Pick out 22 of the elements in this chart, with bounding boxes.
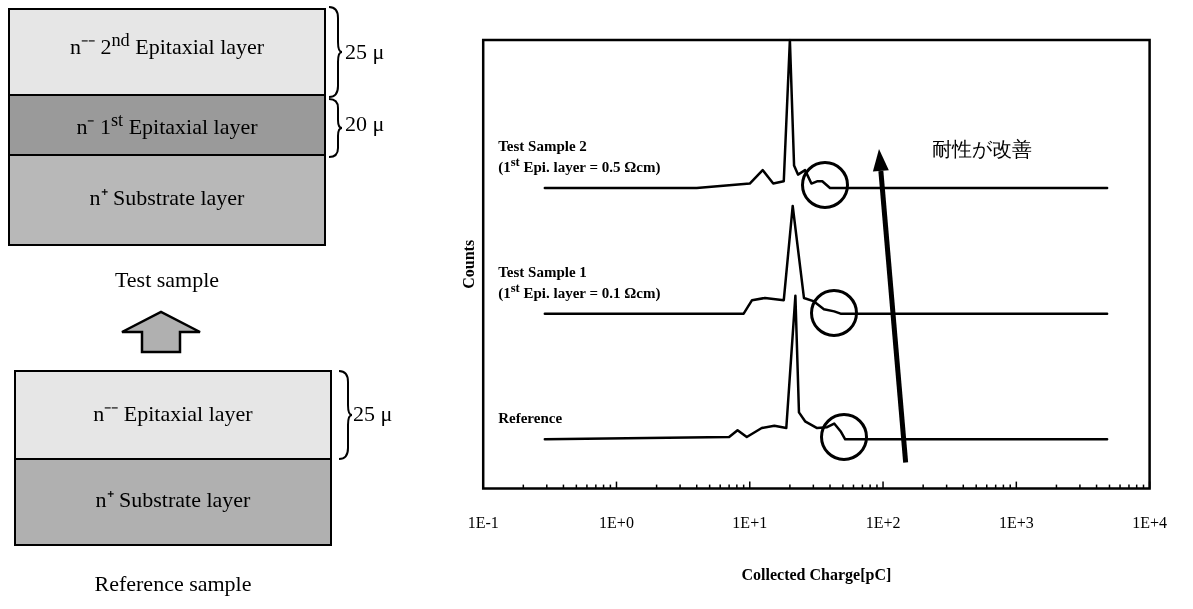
text: Reference sample xyxy=(93,571,253,597)
text: Test sample xyxy=(113,267,221,293)
text: n⁺ Substrate layer xyxy=(94,487,252,513)
x-tick-label: 1E+3 xyxy=(998,514,1034,532)
series-label: Test Sample 2 (1$^{st}$ Epi. layer = 0.5 Ωcm) xyxy=(498,137,661,177)
text: 25 μ xyxy=(353,401,393,427)
x-tick-label: 1E+2 xyxy=(865,514,901,532)
x-tick-label: 1E+4 xyxy=(1132,514,1167,532)
text: n⁺ Substrate layer xyxy=(88,185,246,211)
text: n⁻ 1$^{st}$ Epitaxial layer xyxy=(75,110,259,140)
series-label: Reference xyxy=(498,409,563,428)
x-tick-label: 1E+1 xyxy=(732,514,768,532)
annotation: 耐性が改善 xyxy=(932,137,1033,162)
x-axis-title: Collected Charge[pC] xyxy=(741,565,892,584)
text: 25 μ xyxy=(345,39,385,65)
text: n⁻⁻ Epitaxial layer xyxy=(92,401,254,427)
x-tick-label: 1E+0 xyxy=(599,514,634,532)
series-label: Test Sample 1 (1$^{st}$ Epi. layer = 0.1 Ωcm) xyxy=(498,262,661,302)
x-tick-label: 1E-1 xyxy=(467,514,499,532)
y-axis-title: Counts xyxy=(459,239,477,289)
text: 20 μ xyxy=(345,111,385,137)
text: n⁻⁻ 2$^{nd}$ Epitaxial layer xyxy=(68,30,266,60)
